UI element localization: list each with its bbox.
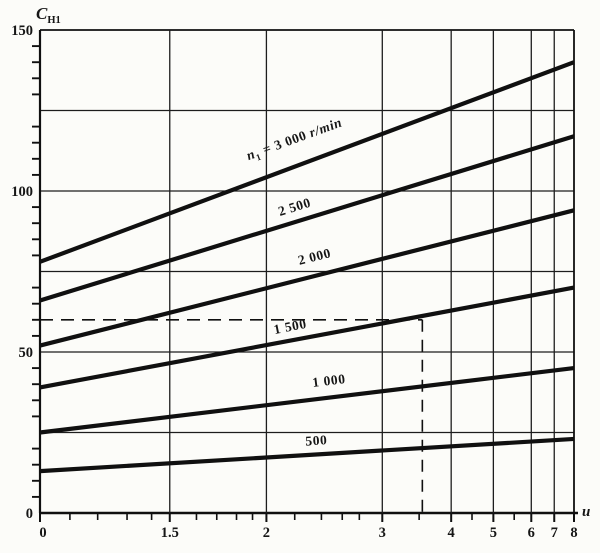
series-line-2000 bbox=[39, 208, 575, 348]
x-tick-label-7: 7 bbox=[551, 525, 558, 541]
x-tick-label-4: 4 bbox=[448, 525, 455, 541]
x-tick-label-6: 6 bbox=[528, 525, 535, 541]
y-tick-label-150: 150 bbox=[11, 23, 33, 39]
series-line-1000 bbox=[39, 366, 575, 435]
series-line-500 bbox=[39, 436, 575, 474]
x-tick-label-5: 5 bbox=[490, 525, 497, 541]
y-tick-label-0: 0 bbox=[26, 506, 33, 522]
series-line-1500 bbox=[39, 285, 575, 390]
x-tick-label-8: 8 bbox=[570, 525, 577, 541]
x-tick-label-3: 3 bbox=[379, 525, 386, 541]
x-tick-label-2: 2 bbox=[263, 525, 270, 541]
series-line-3000 bbox=[39, 60, 575, 264]
x-tick-label-0: 0 bbox=[39, 525, 46, 541]
x-tick-label-1.5: 1.5 bbox=[161, 525, 179, 541]
series-line-2500 bbox=[39, 134, 575, 303]
y-tick-label-100: 100 bbox=[11, 184, 33, 200]
x-axis-title: u bbox=[582, 504, 590, 520]
series-label-1500: 1 500 bbox=[272, 316, 308, 337]
y-tick-label-50: 50 bbox=[19, 345, 34, 361]
y-axis-title: CH1 bbox=[36, 4, 61, 26]
series-label-500: 500 bbox=[305, 432, 328, 448]
series-label-1000: 1 000 bbox=[311, 371, 346, 390]
